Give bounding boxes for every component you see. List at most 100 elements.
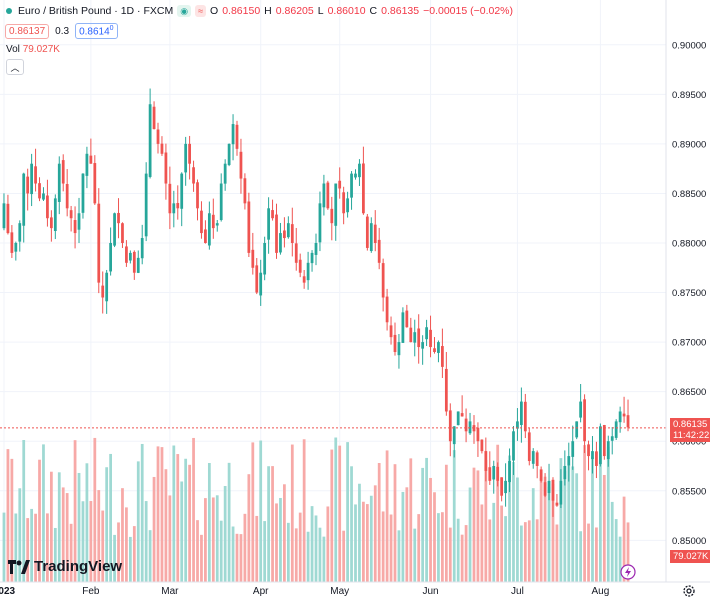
candle xyxy=(342,186,346,225)
volume-bar xyxy=(160,447,164,582)
volume-bar xyxy=(69,523,73,582)
volume-bar xyxy=(535,519,539,582)
candle xyxy=(314,233,318,266)
x-tick-label: Jul xyxy=(511,586,524,597)
low-label: L xyxy=(317,5,324,17)
candle xyxy=(389,316,393,345)
candle xyxy=(397,334,401,369)
time-axis[interactable]: 2023 Feb Mar Apr May Jun Jul Aug xyxy=(0,586,609,597)
tradingview-logo[interactable]: TradingView xyxy=(8,558,122,575)
candle xyxy=(595,441,598,479)
volume-bar xyxy=(417,514,421,582)
volume-bar xyxy=(77,472,81,582)
candle xyxy=(618,406,622,433)
candle xyxy=(65,169,69,217)
volume-bar xyxy=(279,497,282,582)
candle xyxy=(452,426,456,458)
candle xyxy=(180,172,184,227)
collapse-legend-button[interactable]: ︿ xyxy=(6,59,24,75)
delay-icon[interactable]: ≈ xyxy=(195,5,207,17)
volume-bar xyxy=(338,445,342,582)
candle xyxy=(444,352,448,416)
lightning-icon[interactable] xyxy=(620,564,636,580)
volume-bar xyxy=(602,474,606,582)
candle xyxy=(140,224,144,265)
volume-bar xyxy=(393,464,397,582)
candle xyxy=(448,403,452,457)
candle xyxy=(358,159,361,186)
volume-bar xyxy=(243,513,247,582)
volume-bar xyxy=(413,528,417,582)
volume-bar xyxy=(326,506,330,582)
symbol-title[interactable]: Euro / British Pound · 1D · FXCM xyxy=(18,5,174,17)
candle xyxy=(89,138,93,164)
volume-bar xyxy=(211,497,215,582)
volume-bar xyxy=(579,531,583,582)
volume-bar xyxy=(575,473,579,582)
volume-bar xyxy=(346,442,349,582)
candle xyxy=(38,177,41,202)
volume-bar xyxy=(373,485,377,582)
volume-bar xyxy=(555,524,559,582)
candle xyxy=(614,419,618,440)
volume-bar xyxy=(527,520,531,582)
volume-bar xyxy=(595,527,598,582)
volume-label[interactable]: Vol xyxy=(6,44,20,55)
candle xyxy=(429,315,432,358)
volume-bar xyxy=(314,515,318,582)
candle xyxy=(34,148,37,192)
candle xyxy=(275,203,278,259)
volume-bar xyxy=(196,520,199,582)
volume-bar xyxy=(93,437,97,582)
buy-button[interactable]: 0.86140 xyxy=(75,23,118,40)
buy-price-sup: 0 xyxy=(109,25,114,32)
candle xyxy=(302,270,306,289)
x-tick-label: Aug xyxy=(591,586,609,597)
candle xyxy=(539,466,543,483)
volume-bar xyxy=(622,496,626,582)
volume-bar xyxy=(488,519,492,582)
candle xyxy=(283,217,286,248)
volume-bar xyxy=(267,466,270,582)
gear-icon[interactable] xyxy=(682,584,696,598)
price-axis[interactable]: 0.85000 0.85500 0.86000 0.86500 0.87000 0.875… xyxy=(672,40,706,547)
candle xyxy=(551,477,555,517)
candle xyxy=(156,122,160,154)
volume-bar xyxy=(377,463,381,582)
candle xyxy=(227,143,231,167)
candle xyxy=(598,423,602,467)
candle xyxy=(85,146,89,189)
candle xyxy=(606,435,610,467)
candle xyxy=(508,448,511,493)
sell-button[interactable]: 0.86137 xyxy=(5,23,50,39)
candle xyxy=(610,427,614,455)
volume-bar xyxy=(444,464,448,582)
candle xyxy=(93,155,97,205)
close-label: C xyxy=(369,5,378,17)
volume-bar xyxy=(369,495,373,582)
candle xyxy=(322,174,326,216)
candle xyxy=(263,236,267,281)
candle xyxy=(298,253,302,278)
candle xyxy=(271,199,274,221)
candle xyxy=(30,153,34,207)
market-open-icon[interactable]: ◉ xyxy=(177,5,192,17)
volume-bar xyxy=(125,507,128,582)
candle xyxy=(409,317,413,343)
candle xyxy=(172,190,176,228)
candle xyxy=(464,408,468,443)
candle xyxy=(279,222,282,255)
candle xyxy=(117,198,120,239)
volume-bar xyxy=(30,508,34,582)
volume-bar xyxy=(38,459,41,582)
volume-bar xyxy=(298,512,302,582)
volume-bar xyxy=(567,464,571,582)
candle xyxy=(365,214,369,251)
volume-bar xyxy=(342,530,346,582)
y-tick-label: 0.86500 xyxy=(672,387,706,398)
volume-bar xyxy=(255,515,259,582)
volume-bar xyxy=(192,437,195,582)
candle xyxy=(42,187,45,201)
candle xyxy=(57,156,61,215)
